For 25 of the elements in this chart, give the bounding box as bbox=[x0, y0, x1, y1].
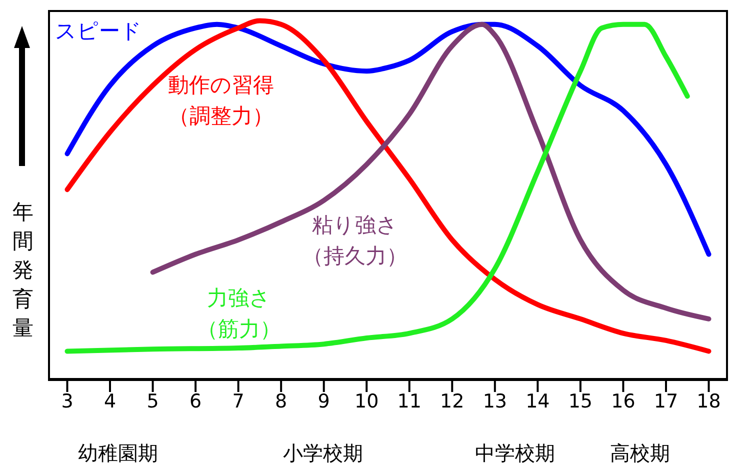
series-label: 力強さ（筋力） bbox=[196, 285, 282, 343]
x-tick-label: 14 bbox=[526, 390, 550, 412]
x-tick-label: 10 bbox=[354, 390, 379, 412]
x-tick-label: 7 bbox=[232, 390, 244, 412]
x-tick-label: 8 bbox=[275, 390, 288, 412]
series-label: スピード bbox=[55, 18, 143, 45]
x-tick-label: 11 bbox=[397, 390, 422, 412]
text: 小学校期 bbox=[282, 440, 364, 467]
y-axis-title: 年間発育量 bbox=[12, 199, 34, 342]
x-tick-label: 5 bbox=[146, 390, 159, 412]
x-tick-label: 15 bbox=[568, 390, 593, 412]
x-tick-label: 13 bbox=[482, 390, 508, 412]
x-tick-label: 18 bbox=[696, 390, 721, 412]
x-tick-label: 17 bbox=[654, 390, 678, 412]
x-tick-label: 12 bbox=[440, 390, 464, 412]
text: 高校期 bbox=[609, 440, 671, 467]
series-label: 粘り強さ（持久力） bbox=[302, 212, 408, 270]
x-tick-label: 9 bbox=[318, 390, 330, 412]
x-tick-label: 6 bbox=[190, 390, 202, 412]
x-tick-label: 3 bbox=[61, 390, 74, 412]
x-tick-label: 4 bbox=[104, 390, 116, 412]
text: 幼稚園期 bbox=[77, 440, 159, 467]
series-label: 動作の習得（調整力） bbox=[167, 72, 275, 130]
x-tick-label: 16 bbox=[611, 390, 636, 412]
text: 中学校期 bbox=[474, 440, 556, 467]
